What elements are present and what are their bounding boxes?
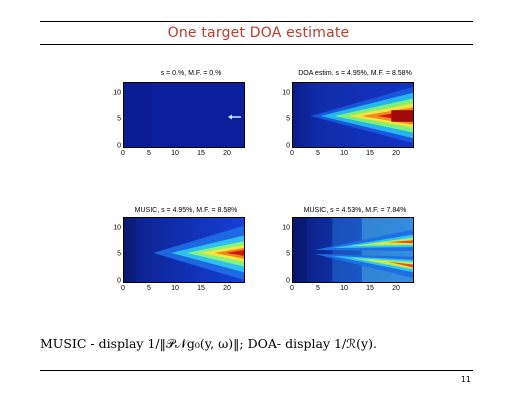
x-tick: 0 — [121, 285, 125, 292]
x-tick: 10 — [171, 150, 179, 157]
footer-rule — [40, 370, 473, 371]
page-number: 11 — [460, 375, 471, 384]
target-marker-icon — [228, 114, 241, 120]
x-tick: 5 — [316, 285, 320, 292]
y-tick: 5 — [117, 250, 121, 258]
x-tick: 10 — [171, 285, 179, 292]
panel-title: MUSIC, s = 4.53%, M.F. = 7.84% — [303, 207, 407, 214]
y-tick: 10 — [113, 89, 121, 97]
x-tick: 20 — [392, 150, 400, 157]
y-tick: 0 — [286, 142, 290, 150]
heatmap-image — [124, 83, 244, 147]
x-tick: 0 — [290, 150, 294, 157]
y-tick: 5 — [286, 250, 290, 258]
x-tick: 0 — [290, 285, 294, 292]
x-tick: 0 — [121, 150, 125, 157]
panel-title: s = 0.%, M.F. = 0.% — [160, 70, 222, 77]
figure-caption: MUSIC - display 1/‖𝒫𝒩g₀(y, ω)‖; DOA- dis… — [40, 336, 377, 351]
x-tick: 20 — [223, 285, 231, 292]
title-underline-rule — [40, 44, 473, 45]
heatmap-image — [293, 218, 413, 282]
x-tick: 15 — [366, 285, 374, 292]
plot-area — [292, 82, 414, 148]
heatmap-image — [293, 83, 413, 147]
panel-title: DOA estim. s = 4.95%, M.F. = 8.58% — [298, 70, 412, 77]
plot-area — [123, 217, 245, 283]
panel-title: MUSIC, s = 4.95%, M.F. = 8.58% — [134, 207, 238, 214]
x-tick: 5 — [316, 150, 320, 157]
y-tick: 5 — [286, 115, 290, 123]
y-tick: 0 — [286, 277, 290, 285]
y-tick: 10 — [282, 224, 290, 232]
x-tick: 20 — [392, 285, 400, 292]
x-tick: 5 — [147, 150, 151, 157]
x-tick: 5 — [147, 285, 151, 292]
slide-title: One target DOA estimate — [167, 25, 350, 41]
x-tick: 15 — [366, 150, 374, 157]
plot-area — [123, 82, 245, 148]
plot-area — [292, 217, 414, 283]
y-tick: 0 — [117, 142, 121, 150]
heatmap-image — [124, 218, 244, 282]
x-tick: 10 — [340, 150, 348, 157]
y-tick: 10 — [282, 89, 290, 97]
y-tick: 5 — [117, 115, 121, 123]
x-tick: 10 — [340, 285, 348, 292]
y-tick: 0 — [117, 277, 121, 285]
y-tick: 10 — [113, 224, 121, 232]
top-rule — [40, 21, 473, 22]
x-tick: 20 — [223, 150, 231, 157]
x-tick: 15 — [197, 285, 205, 292]
x-tick: 15 — [197, 150, 205, 157]
